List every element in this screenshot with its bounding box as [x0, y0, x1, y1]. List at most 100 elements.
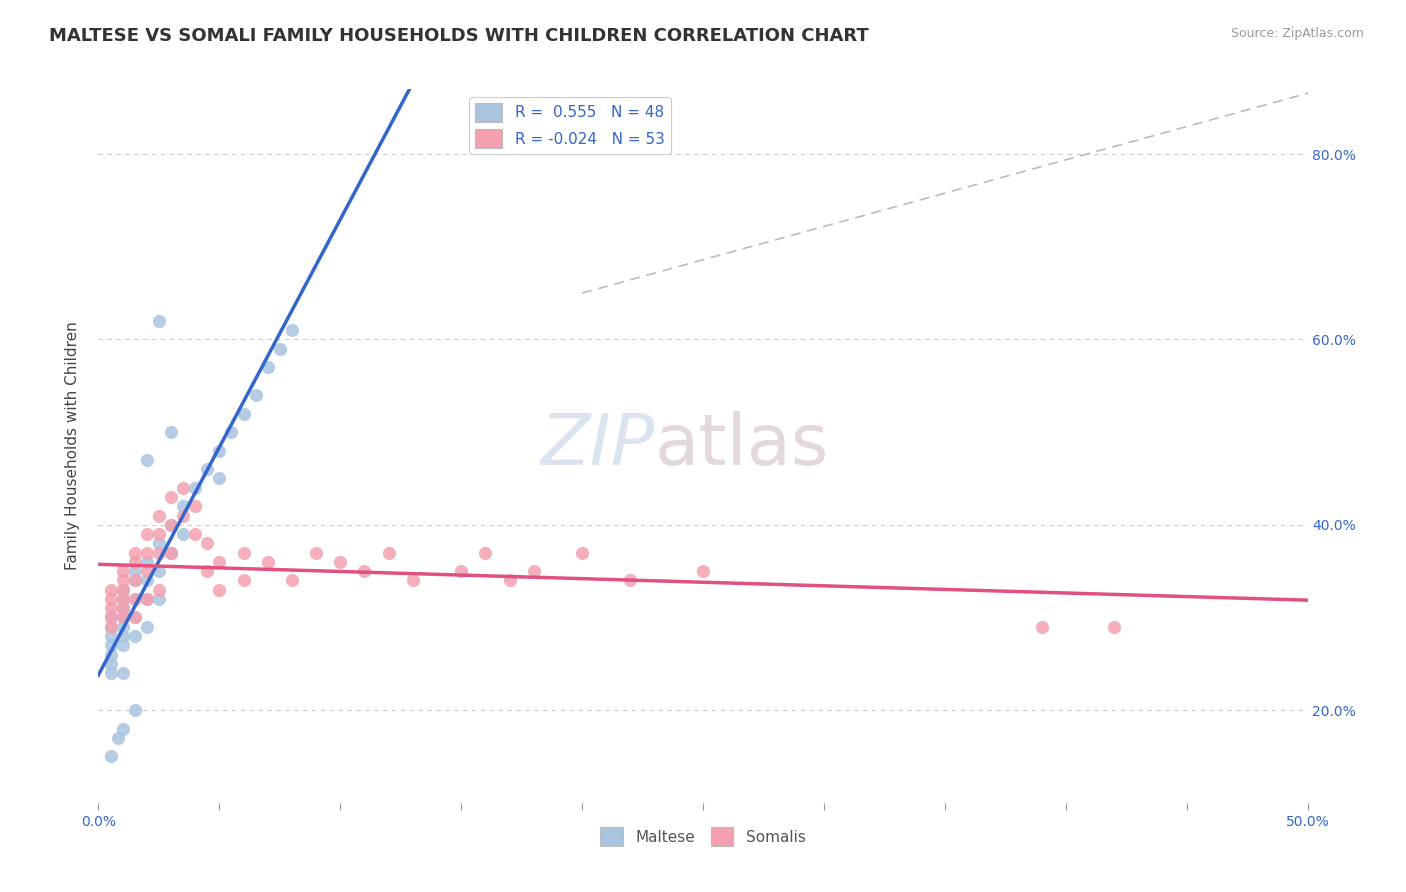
Point	[148, 508, 170, 523]
Point	[498, 574, 520, 588]
Point	[111, 601, 134, 615]
Point	[1102, 620, 1125, 634]
Point	[195, 462, 218, 476]
Point	[124, 591, 146, 606]
Point	[377, 545, 399, 559]
Point	[353, 564, 375, 578]
Point	[160, 545, 183, 559]
Point	[305, 545, 328, 559]
Point	[523, 564, 546, 578]
Legend: Maltese, Somalis: Maltese, Somalis	[595, 822, 811, 852]
Point	[221, 425, 243, 439]
Point	[135, 527, 157, 541]
Point	[135, 620, 157, 634]
Point	[124, 574, 146, 588]
Point	[256, 555, 278, 569]
Point	[135, 591, 157, 606]
Point	[160, 517, 183, 532]
Point	[100, 591, 122, 606]
Point	[135, 453, 157, 467]
Point	[232, 545, 254, 559]
Point	[111, 564, 134, 578]
Point	[111, 591, 134, 606]
Point	[135, 564, 157, 578]
Point	[100, 620, 122, 634]
Point	[111, 629, 134, 643]
Point	[100, 648, 122, 662]
Point	[111, 666, 134, 681]
Point	[329, 555, 352, 569]
Point	[208, 443, 231, 458]
Point	[195, 564, 218, 578]
Point	[111, 582, 134, 597]
Text: MALTESE VS SOMALI FAMILY HOUSEHOLDS WITH CHILDREN CORRELATION CHART: MALTESE VS SOMALI FAMILY HOUSEHOLDS WITH…	[49, 27, 869, 45]
Point	[124, 555, 146, 569]
Point	[232, 407, 254, 421]
Point	[111, 620, 134, 634]
Point	[135, 591, 157, 606]
Point	[100, 610, 122, 624]
Y-axis label: Family Households with Children: Family Households with Children	[65, 322, 80, 570]
Point	[232, 574, 254, 588]
Point	[195, 536, 218, 550]
Point	[100, 582, 122, 597]
Point	[100, 666, 122, 681]
Point	[124, 545, 146, 559]
Point	[184, 481, 207, 495]
Point	[111, 610, 134, 624]
Point	[100, 749, 122, 764]
Point	[281, 323, 304, 337]
Point	[172, 508, 194, 523]
Point	[100, 638, 122, 652]
Point	[208, 555, 231, 569]
Point	[111, 610, 134, 624]
Text: atlas: atlas	[655, 411, 830, 481]
Point	[100, 657, 122, 671]
Point	[474, 545, 496, 559]
Point	[172, 500, 194, 514]
Point	[124, 610, 146, 624]
Point	[124, 703, 146, 717]
Point	[111, 601, 134, 615]
Point	[160, 425, 183, 439]
Point	[208, 471, 231, 485]
Point	[269, 342, 291, 356]
Point	[111, 591, 134, 606]
Point	[124, 574, 146, 588]
Point	[256, 360, 278, 375]
Point	[107, 731, 129, 745]
Point	[124, 564, 146, 578]
Point	[619, 574, 641, 588]
Text: ZIP: ZIP	[540, 411, 655, 481]
Point	[148, 582, 170, 597]
Point	[111, 574, 134, 588]
Point	[124, 610, 146, 624]
Point	[160, 490, 183, 504]
Point	[148, 545, 170, 559]
Point	[208, 582, 231, 597]
Point	[148, 314, 170, 328]
Point	[100, 629, 122, 643]
Point	[100, 610, 122, 624]
Point	[172, 481, 194, 495]
Point	[160, 517, 183, 532]
Point	[124, 591, 146, 606]
Point	[135, 555, 157, 569]
Point	[692, 564, 714, 578]
Point	[281, 574, 304, 588]
Point	[148, 527, 170, 541]
Point	[1031, 620, 1053, 634]
Point	[184, 500, 207, 514]
Point	[111, 638, 134, 652]
Point	[184, 527, 207, 541]
Point	[148, 536, 170, 550]
Point	[571, 545, 593, 559]
Point	[100, 601, 122, 615]
Point	[135, 574, 157, 588]
Point	[245, 388, 267, 402]
Point	[111, 582, 134, 597]
Point	[450, 564, 472, 578]
Point	[160, 545, 183, 559]
Point	[148, 591, 170, 606]
Point	[111, 722, 134, 736]
